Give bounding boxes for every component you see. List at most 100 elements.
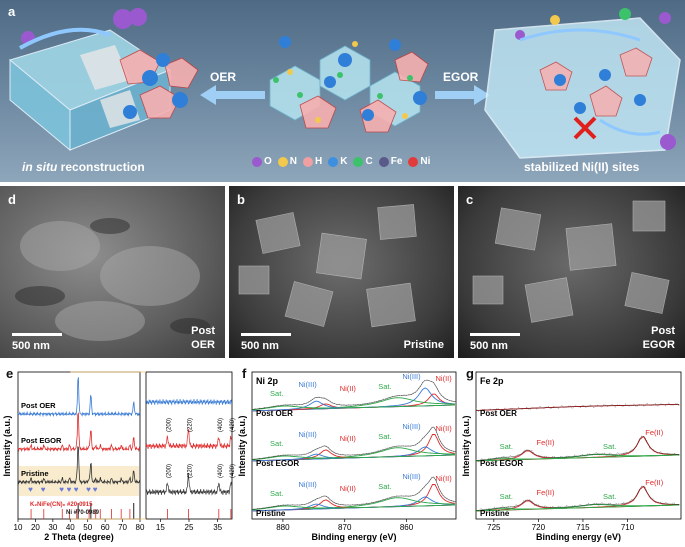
x-tick-label: 70 bbox=[118, 523, 127, 532]
sem-texture bbox=[15, 218, 210, 341]
xrd-inset-trace bbox=[145, 428, 232, 450]
sem-image-post-egor: c 500 nm Post EGOR bbox=[458, 186, 685, 358]
heart-marker: ♥ bbox=[41, 485, 46, 494]
spectrum-label: Post EGOR bbox=[256, 459, 299, 468]
xrd-inset-trace bbox=[145, 472, 233, 496]
left-caption-italic: in situ bbox=[22, 160, 58, 174]
peak-label: Ni(III) bbox=[402, 422, 421, 431]
scale-text: 500 nm bbox=[470, 340, 508, 352]
hkl-label: (220) bbox=[187, 418, 193, 432]
xps-fit-envelope bbox=[475, 435, 680, 461]
xps-frame bbox=[251, 371, 457, 520]
hkl-label: (200) bbox=[167, 418, 173, 432]
peak-label: Sat. bbox=[270, 439, 283, 448]
chart-title: Ni 2p bbox=[256, 376, 279, 386]
left-caption: in situ reconstruction bbox=[22, 160, 145, 174]
peak-label: Ni(II) bbox=[436, 474, 453, 483]
hkl-label: (400) bbox=[218, 418, 224, 432]
left-caption-rest: reconstruction bbox=[57, 160, 145, 174]
y-axis-label: Intensity (a.u.) bbox=[2, 415, 12, 476]
x-tick-label: 880 bbox=[276, 523, 290, 532]
panel-label-b: b bbox=[237, 192, 245, 207]
x-tick-label: 80 bbox=[136, 523, 145, 532]
peak-label: Fe(II) bbox=[645, 478, 663, 487]
x-tick-label: 715 bbox=[576, 523, 590, 532]
xps-component bbox=[475, 454, 680, 462]
heart-marker: ♥ bbox=[74, 485, 79, 494]
legend-n: N bbox=[277, 156, 297, 167]
peak-label: Sat. bbox=[378, 482, 391, 491]
hkl-label: (420) bbox=[230, 464, 236, 478]
xrd-panel: e Post OER Post EGOR Pristine ♥ ♥ ♥ ♥ ♥ ♥ ♥ K₂NiFe… bbox=[0, 364, 236, 547]
sem-texture bbox=[238, 204, 417, 328]
sem-image-post-oer: d 500 nm Post OER bbox=[0, 186, 225, 358]
hkl-label: (220) bbox=[187, 464, 193, 478]
sem-texture bbox=[472, 200, 670, 323]
xrd-series-label: Post OER bbox=[21, 401, 56, 410]
peak-label: Ni(III) bbox=[402, 472, 421, 481]
xrd-trace bbox=[17, 377, 141, 418]
xrd-inset-trace bbox=[145, 398, 233, 406]
x-tick-label: 720 bbox=[532, 523, 546, 532]
scale-text: 500 nm bbox=[12, 340, 50, 352]
peak-label: Fe(II) bbox=[645, 428, 663, 437]
x-tick-label: 10 bbox=[14, 523, 23, 532]
fe2p-chart: Fe 2p Post OER Post EGOR Sat. Fe(II) Sat. Fe(I… bbox=[461, 371, 682, 542]
xps-component bbox=[251, 454, 455, 461]
xps-raw-data bbox=[475, 485, 680, 512]
panel-label-f: f bbox=[242, 366, 247, 381]
oer-arrow-label: OER bbox=[210, 70, 237, 84]
spectrum-label: Pristine bbox=[480, 509, 510, 518]
ni2p-chart: Ni 2p Post OER Sat. Ni(III) Ni(II) Sat. Ni(III… bbox=[237, 371, 457, 542]
x-tick-label: 15 bbox=[156, 523, 165, 532]
peak-label: Sat. bbox=[603, 442, 616, 451]
peak-label: Ni(III) bbox=[298, 480, 317, 489]
scheme-illustration bbox=[8, 8, 681, 159]
x-tick-label: 710 bbox=[621, 523, 635, 532]
scale-bar bbox=[470, 333, 520, 336]
reference-label: K₂NiFe(CN)₆ #20-0915 bbox=[30, 502, 93, 508]
heart-marker: ♥ bbox=[67, 485, 72, 494]
xps-fit-envelope bbox=[251, 476, 457, 510]
hkl-label: (200) bbox=[167, 464, 173, 478]
heart-marker: ♥ bbox=[28, 485, 33, 494]
y-axis-label: Intensity (a.u.) bbox=[461, 415, 471, 476]
xrd-trace bbox=[17, 412, 141, 453]
x-tick-label: 30 bbox=[48, 523, 57, 532]
reference-label: Ni #70-0989 bbox=[66, 510, 100, 516]
panel-label-c: c bbox=[466, 192, 474, 207]
x-tick-label: 860 bbox=[400, 523, 414, 532]
xps-component bbox=[251, 504, 455, 511]
peak-label: Ni(III) bbox=[298, 430, 317, 439]
peak-label: Ni(III) bbox=[402, 372, 421, 381]
ni2p-panel: f Ni 2p Post OER Sat. Ni(III) Ni(II) Sat. Ni(I… bbox=[237, 364, 460, 547]
xrd-series-label: Pristine bbox=[21, 469, 49, 478]
peak-label: Sat. bbox=[270, 389, 283, 398]
xps-component bbox=[251, 404, 455, 411]
peak-label: Ni(II) bbox=[436, 374, 453, 383]
x-tick-label: 35 bbox=[213, 523, 222, 532]
heart-marker: ♥ bbox=[93, 485, 98, 494]
sem-image-pristine: b 500 nm Pristine bbox=[229, 186, 454, 358]
xrd-trace bbox=[17, 446, 141, 486]
scale-bar bbox=[12, 333, 62, 336]
xps-fit-envelope bbox=[251, 426, 457, 460]
sem-tag: Post OER bbox=[191, 325, 215, 351]
egor-arrow-label: EGOR bbox=[443, 70, 479, 84]
scale-bar bbox=[241, 333, 291, 336]
sem-tag: Post EGOR bbox=[642, 325, 675, 351]
x-tick-label: 20 bbox=[31, 523, 40, 532]
fe2p-panel: g Fe 2p Post OER Post EGOR Sat. Fe(II) Sat. Fe… bbox=[461, 364, 685, 547]
right-caption: stabilized Ni(II) sites bbox=[524, 160, 640, 174]
legend-o: O bbox=[252, 156, 272, 167]
peak-label: Sat. bbox=[500, 492, 513, 501]
peak-label: Ni(II) bbox=[340, 484, 357, 493]
heart-marker: ♥ bbox=[86, 485, 91, 494]
x-tick-label: 40 bbox=[66, 523, 75, 532]
xps-frame bbox=[475, 371, 682, 520]
panel-label-e: e bbox=[6, 366, 14, 381]
panel-label-a: a bbox=[8, 4, 16, 19]
spectrum-label: Pristine bbox=[256, 509, 286, 518]
panel-label-g: g bbox=[466, 366, 474, 381]
